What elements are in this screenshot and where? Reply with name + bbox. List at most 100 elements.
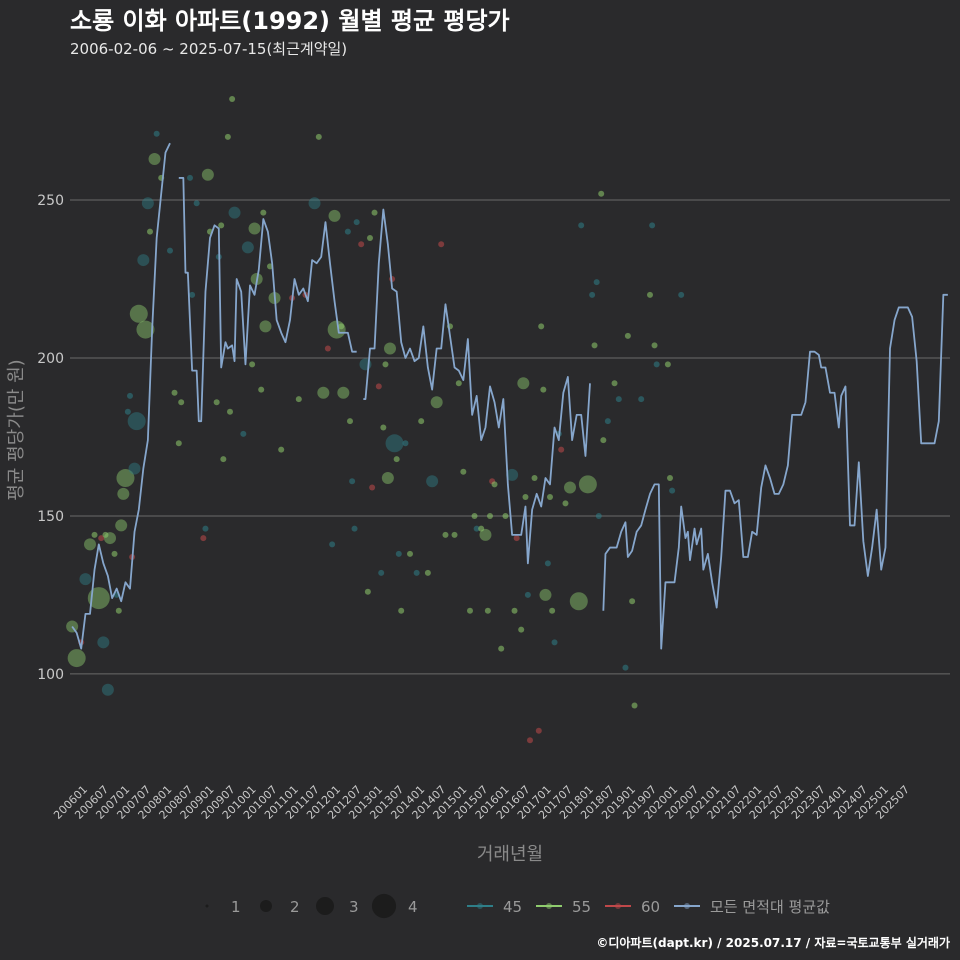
point-55-52 [249, 361, 256, 368]
point-55-144 [591, 342, 598, 349]
point-45-91 [385, 434, 404, 453]
point-55-138 [562, 500, 569, 507]
point-55-153 [624, 332, 631, 339]
point-55-33 [175, 440, 182, 447]
point-45-97 [413, 569, 420, 576]
point-55-55 [258, 386, 265, 393]
point-60-126 [527, 737, 533, 744]
point-55-133 [547, 494, 553, 500]
point-55-134 [549, 607, 556, 614]
point-55-92 [393, 456, 400, 463]
size-legend-dot-3 [316, 897, 334, 915]
point-55-80 [364, 588, 371, 595]
point-60-67 [324, 345, 331, 352]
point-45-3 [79, 573, 92, 586]
scatter-points [66, 95, 685, 744]
point-55-71 [338, 323, 345, 330]
point-55-161 [664, 361, 671, 368]
color-legend-dot-45 [477, 903, 483, 909]
point-55-112 [479, 528, 492, 541]
point-55-107 [460, 468, 467, 475]
y-tick-150: 150 [37, 509, 64, 525]
point-55-62 [295, 396, 302, 403]
point-55-15 [115, 519, 128, 532]
point-55-111 [478, 525, 485, 532]
point-55-12 [111, 550, 118, 557]
average-line [71, 142, 948, 650]
y-tick-labels: 100 150 200 250 [37, 193, 64, 683]
point-55-87 [382, 361, 389, 368]
point-45-119 [506, 468, 519, 481]
point-55-46 [224, 133, 231, 140]
chart-title: 소룡 이화 아파트(1992) 월별 평균 평당가 [70, 7, 510, 35]
point-60-84 [375, 383, 382, 390]
point-45-22 [127, 412, 146, 431]
point-55-42 [213, 399, 220, 406]
point-45-10 [101, 683, 114, 696]
point-60-38 [200, 535, 207, 542]
point-45-158 [649, 222, 656, 229]
point-45-8 [97, 636, 110, 649]
color-legend-label-avg: 모든 면적대 평균값 [710, 898, 830, 916]
point-60-137 [558, 446, 565, 453]
point-55-44 [218, 222, 225, 229]
point-55-6 [87, 587, 110, 610]
color-legend-dot-60 [615, 903, 621, 909]
point-45-39 [202, 525, 209, 532]
point-55-105 [451, 531, 458, 538]
avg-line-segment-3 [602, 293, 948, 650]
point-55-139 [564, 481, 576, 494]
point-55-103 [442, 531, 449, 538]
point-55-69 [328, 209, 341, 222]
point-45-135 [551, 639, 558, 646]
point-45-143 [589, 291, 596, 298]
point-55-122 [518, 626, 525, 633]
point-45-26 [141, 197, 154, 210]
point-45-76 [351, 525, 358, 532]
point-55-65 [315, 133, 322, 140]
point-60-7 [98, 535, 105, 542]
point-55-34 [178, 399, 185, 406]
point-45-156 [638, 396, 645, 403]
point-55-162 [667, 475, 673, 482]
legend: 1 2 3 4 45 55 60 모든 면적대 평균값 [205, 893, 830, 919]
color-legend-label-45: 45 [503, 898, 522, 916]
point-55-142 [578, 475, 597, 494]
point-55-25 [136, 320, 155, 339]
point-45-49 [228, 206, 241, 219]
y-axis-label: 평균 평당가(만 원) [6, 359, 27, 500]
point-55-117 [498, 645, 505, 652]
point-45-77 [353, 219, 360, 226]
point-45-68 [329, 541, 336, 548]
point-55-60 [278, 446, 285, 453]
point-55-5 [91, 531, 98, 538]
y-tick-200: 200 [37, 351, 64, 367]
point-55-4 [84, 538, 96, 551]
point-55-123 [517, 377, 530, 390]
point-55-11 [104, 532, 116, 545]
point-55-150 [611, 380, 618, 387]
point-55-74 [347, 418, 353, 425]
point-55-9 [102, 531, 109, 538]
point-45-73 [344, 228, 351, 235]
point-45-145 [593, 279, 600, 286]
point-55-130 [540, 386, 547, 393]
point-60-128 [535, 727, 542, 734]
point-45-75 [349, 478, 356, 485]
point-45-164 [678, 291, 685, 298]
point-55-72 [337, 386, 350, 399]
point-45-93 [395, 550, 402, 557]
point-55-32 [171, 389, 178, 396]
point-55-17 [116, 469, 135, 488]
point-55-155 [631, 702, 638, 709]
point-55-118 [502, 512, 509, 519]
point-45-132 [544, 560, 551, 567]
point-45-29 [153, 130, 160, 137]
point-55-120 [511, 607, 518, 614]
point-55-109 [471, 512, 478, 519]
point-60-102 [438, 241, 445, 248]
point-55-40 [201, 168, 214, 181]
point-55-106 [455, 380, 462, 387]
point-45-125 [524, 591, 531, 598]
